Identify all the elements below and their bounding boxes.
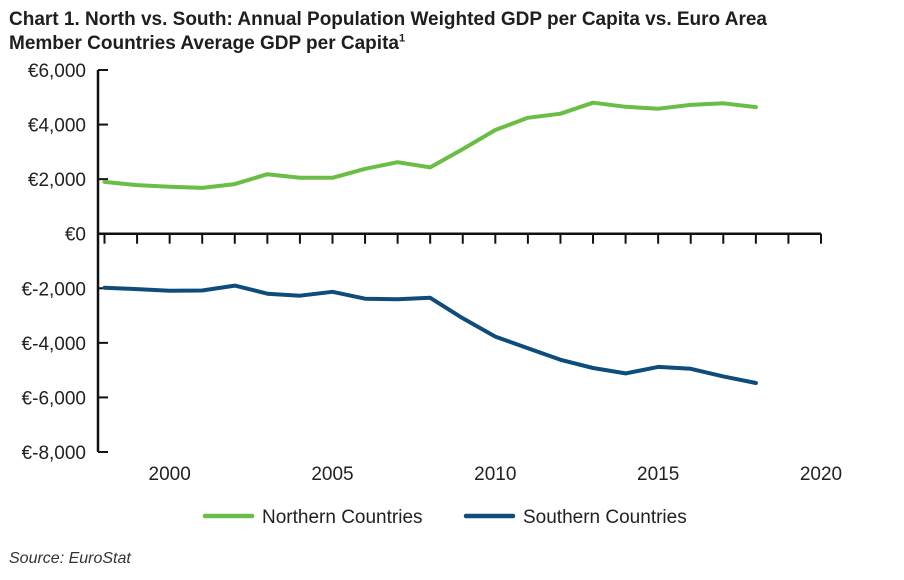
y-tick-label: €6,000 <box>28 61 86 82</box>
y-tick-label: €4,000 <box>28 116 86 137</box>
title-footnote-marker: 1 <box>398 32 406 45</box>
y-tick-label: €-6,000 <box>22 388 86 409</box>
y-tick-label: €-4,000 <box>22 334 86 355</box>
x-tick-label: 2000 <box>149 464 191 485</box>
x-tick-label: 2005 <box>311 464 353 485</box>
chart-title-line2: Member Countries Average GDP per Capita <box>9 33 399 54</box>
y-tick-label: €0 <box>65 225 86 246</box>
x-tick-label: 2020 <box>800 464 842 485</box>
series-line-northern <box>102 100 758 190</box>
y-tick-label: €2,000 <box>28 170 86 191</box>
legend-label-southern: Southern Countries <box>523 507 687 528</box>
x-tick-label: 2015 <box>637 464 679 485</box>
chart-title: Chart 1. North vs. South: Annual Populat… <box>9 8 889 56</box>
y-tick-label: €-8,000 <box>22 443 86 464</box>
series-line-southern <box>102 283 758 385</box>
source-note: Source: EuroStat <box>9 550 131 567</box>
chart-title-line1: Chart 1. North vs. South: Annual Populat… <box>9 9 767 30</box>
legend-label-northern: Northern Countries <box>262 507 423 528</box>
x-tick-label: 2010 <box>474 464 516 485</box>
y-tick-label: €-2,000 <box>22 279 86 300</box>
